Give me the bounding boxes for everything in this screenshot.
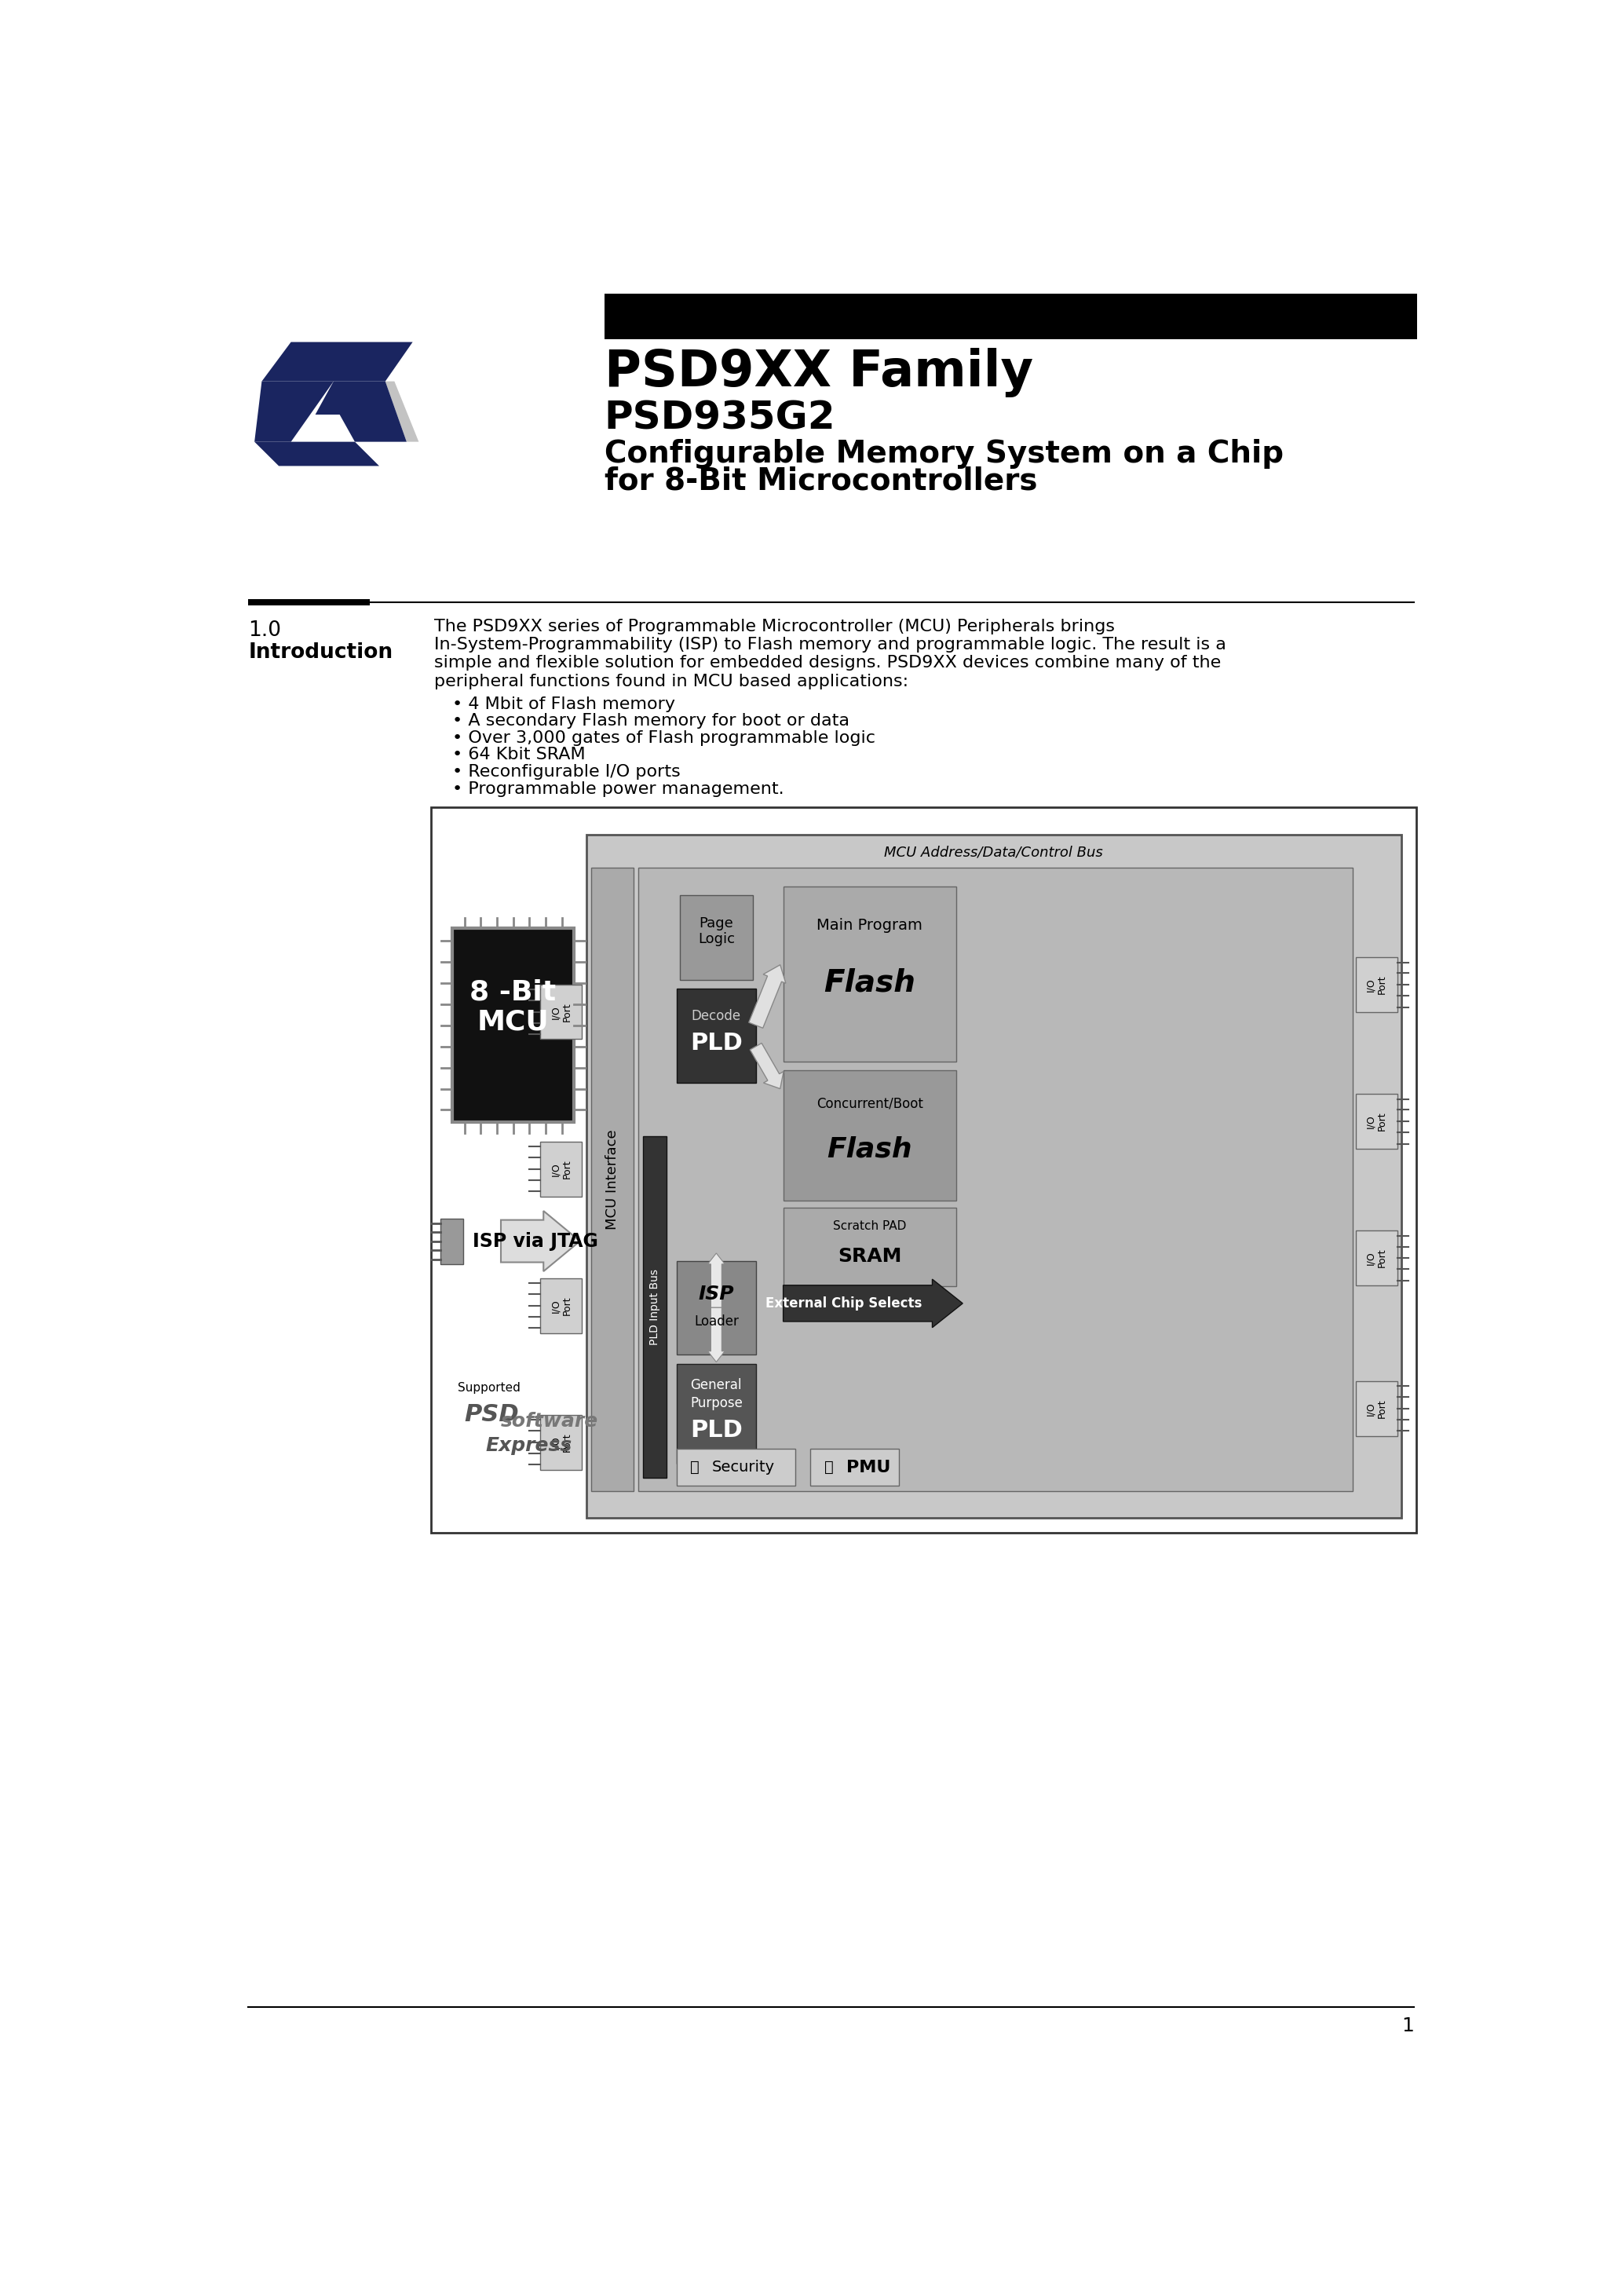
Text: peripheral functions found in MCU based applications:: peripheral functions found in MCU based … <box>435 673 908 689</box>
Bar <box>453 928 574 1123</box>
Text: Configurable Memory System on a Chip: Configurable Memory System on a Chip <box>605 439 1283 468</box>
FancyArrow shape <box>749 1042 783 1088</box>
FancyArrow shape <box>783 1279 963 1327</box>
Bar <box>676 1261 756 1355</box>
Text: Purpose: Purpose <box>689 1396 743 1410</box>
Text: Loader: Loader <box>694 1313 738 1329</box>
Bar <box>639 868 1353 1490</box>
Bar <box>1356 1095 1397 1148</box>
Text: • Programmable power management.: • Programmable power management. <box>453 781 783 797</box>
Bar <box>540 985 582 1040</box>
Polygon shape <box>255 381 334 441</box>
Text: Supported: Supported <box>457 1382 521 1394</box>
Text: PLD: PLD <box>689 1031 743 1054</box>
Text: ISP via JTAG: ISP via JTAG <box>472 1231 599 1251</box>
Text: External Chip Selects: External Chip Selects <box>766 1297 923 1311</box>
Text: I/O
Port: I/O Port <box>550 1297 573 1316</box>
Text: PSD9XX Family: PSD9XX Family <box>605 349 1033 397</box>
Text: Express: Express <box>485 1437 573 1456</box>
Text: I/O
Port: I/O Port <box>550 1003 573 1022</box>
Text: I/O
Port: I/O Port <box>1366 1398 1387 1419</box>
Text: • Reconfigurable I/O ports: • Reconfigurable I/O ports <box>453 765 681 781</box>
FancyArrow shape <box>707 1254 725 1309</box>
Text: PMU: PMU <box>847 1460 890 1474</box>
FancyArrow shape <box>707 1309 725 1362</box>
Bar <box>783 1070 957 1201</box>
Bar <box>644 1137 667 1479</box>
Text: I/O
Port: I/O Port <box>550 1159 573 1178</box>
Text: PSD: PSD <box>464 1403 519 1426</box>
Bar <box>540 1414 582 1469</box>
Polygon shape <box>315 381 407 441</box>
Text: I/O
Port: I/O Port <box>550 1433 573 1451</box>
Text: Page
Logic: Page Logic <box>697 916 735 946</box>
Bar <box>431 808 1416 1534</box>
Bar <box>440 1219 464 1265</box>
Text: Decode: Decode <box>691 1010 741 1024</box>
Bar <box>605 294 1418 340</box>
Text: 1: 1 <box>1401 2016 1414 2034</box>
Polygon shape <box>386 381 418 441</box>
Bar <box>540 1141 582 1196</box>
Bar <box>248 599 370 606</box>
Text: The PSD9XX series of Programmable Microcontroller (MCU) Peripherals brings: The PSD9XX series of Programmable Microc… <box>435 620 1114 634</box>
Bar <box>783 1208 957 1286</box>
Text: ISP: ISP <box>699 1286 735 1304</box>
Bar <box>811 1449 899 1486</box>
Text: I/O
Port: I/O Port <box>1366 1249 1387 1267</box>
Text: • Over 3,000 gates of Flash programmable logic: • Over 3,000 gates of Flash programmable… <box>453 730 876 746</box>
Text: software: software <box>501 1412 599 1430</box>
Bar <box>590 868 634 1490</box>
Text: I/O
Port: I/O Port <box>1366 1111 1387 1132</box>
Bar <box>676 1364 756 1463</box>
Text: 🔒: 🔒 <box>691 1460 699 1474</box>
Text: for 8-Bit Microcontrollers: for 8-Bit Microcontrollers <box>605 466 1038 496</box>
Text: • 64 Kbit SRAM: • 64 Kbit SRAM <box>453 746 586 762</box>
Text: Flash: Flash <box>827 1137 912 1162</box>
Text: PSD935G2: PSD935G2 <box>605 400 835 436</box>
Text: Introduction: Introduction <box>248 643 393 664</box>
Polygon shape <box>255 441 380 466</box>
Text: 1.0: 1.0 <box>248 620 281 641</box>
Text: SRAM: SRAM <box>837 1247 902 1265</box>
Text: 💡: 💡 <box>824 1460 834 1474</box>
Bar <box>783 886 957 1061</box>
Bar <box>540 1279 582 1334</box>
Polygon shape <box>261 342 412 381</box>
Text: Concurrent/Boot: Concurrent/Boot <box>816 1097 923 1111</box>
Text: MCU Address/Data/Control Bus: MCU Address/Data/Control Bus <box>884 845 1103 859</box>
Text: MCU Interface: MCU Interface <box>605 1130 620 1231</box>
Bar <box>1356 957 1397 1013</box>
Text: In-System-Programmability (ISP) to Flash memory and programmable logic. The resu: In-System-Programmability (ISP) to Flash… <box>435 636 1226 652</box>
Text: PLD: PLD <box>689 1419 743 1442</box>
Bar <box>586 836 1401 1518</box>
FancyArrow shape <box>501 1210 581 1272</box>
Text: Scratch PAD: Scratch PAD <box>834 1219 907 1233</box>
Bar <box>680 895 753 980</box>
Text: Security: Security <box>712 1460 775 1474</box>
Text: 8 -Bit
MCU: 8 -Bit MCU <box>470 978 556 1035</box>
Bar <box>676 990 756 1084</box>
Text: • 4 Mbit of Flash memory: • 4 Mbit of Flash memory <box>453 696 675 712</box>
Text: simple and flexible solution for embedded designs. PSD9XX devices combine many o: simple and flexible solution for embedde… <box>435 654 1221 670</box>
Bar <box>1356 1382 1397 1435</box>
Text: PLD Input Bus: PLD Input Bus <box>649 1270 660 1345</box>
Text: • A secondary Flash memory for boot or data: • A secondary Flash memory for boot or d… <box>453 714 850 728</box>
Text: General: General <box>691 1378 741 1391</box>
Text: Flash: Flash <box>824 969 915 999</box>
Bar <box>676 1449 795 1486</box>
FancyArrow shape <box>749 964 785 1029</box>
Text: Main Program: Main Program <box>816 918 923 932</box>
Text: I/O
Port: I/O Port <box>1366 976 1387 994</box>
Bar <box>1356 1231 1397 1286</box>
